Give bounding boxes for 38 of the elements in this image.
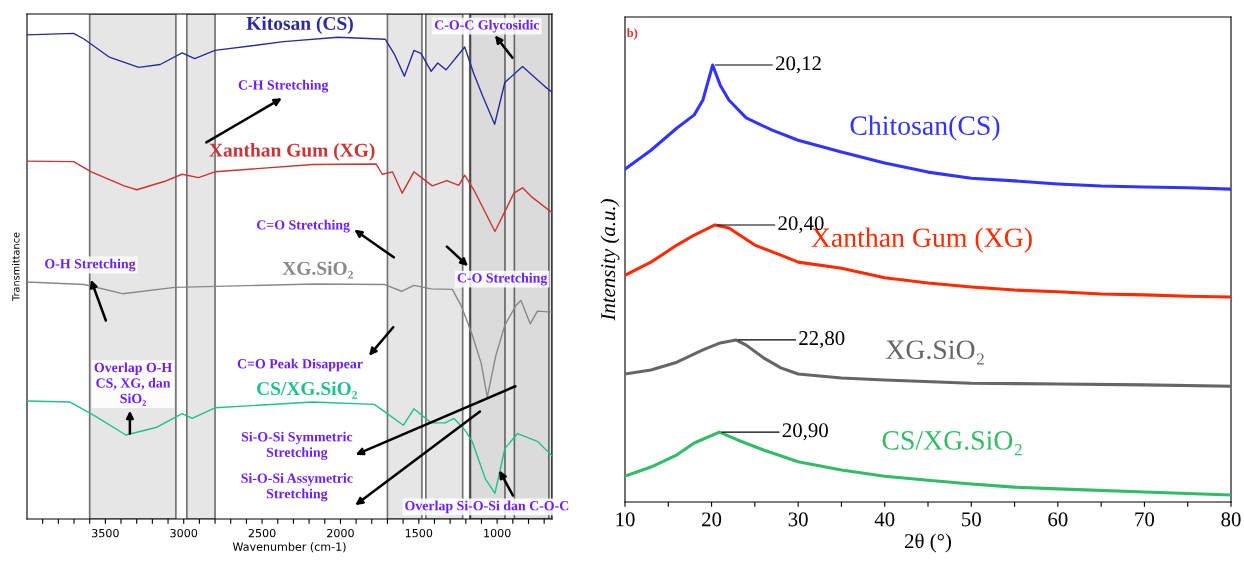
x-tick-label: 30: [788, 512, 808, 527]
y-axis-title: Transmittance: [12, 232, 20, 301]
x-tick-label: 3500: [92, 528, 119, 538]
x-tick-label: 2000: [327, 528, 354, 538]
x-tick-label: 10: [616, 512, 635, 527]
annotation: O-H Stretching: [45, 258, 136, 272]
annotation: C-O Stretching: [457, 272, 548, 286]
x-tick-label: 50: [962, 512, 981, 527]
series-label: Kitosan (CS): [246, 16, 353, 34]
annotation: 22,80: [799, 331, 845, 349]
series-label: Chitosan(CS): [850, 115, 1000, 141]
annotation: Si-O-Si Symmetric Stretching: [241, 431, 353, 460]
x-tick-label: 60: [1048, 512, 1068, 527]
series-label: CS/XG.SiO₂: [882, 431, 1022, 456]
annotation: Overlap Si-O-Si dan C-O-C: [405, 500, 569, 514]
x-tick-label: 3000: [170, 528, 198, 538]
x-tick-label: 70: [1135, 512, 1155, 527]
series-label: CS/XG.SiO₂: [257, 381, 358, 399]
x-tick-label: 20: [702, 512, 722, 527]
x-tick-label: 80: [1221, 512, 1241, 527]
y-axis-title: Intensity (a.u.): [600, 199, 620, 321]
series-label: XG.SiO₂: [282, 261, 353, 279]
annotation: 20,12: [776, 56, 821, 74]
x-tick-label: 2500: [248, 528, 276, 538]
annotation: Overlap O-H CS, XG, dan SiO₂: [94, 362, 172, 406]
annotation: C=O Peak Disappear: [237, 358, 363, 372]
x-axis-title: 2θ (°): [905, 533, 951, 553]
text: b): [626, 28, 638, 40]
x-tick-label: 40: [874, 512, 895, 527]
annotation: C-H Stretching: [238, 79, 329, 93]
annotation: Si-O-Si Assymetric Stretching: [241, 473, 353, 502]
annotation: C=O Stretching: [256, 219, 350, 233]
x-axis-title: Wavenumber (cm-1): [232, 542, 346, 553]
x-tick-label: 1500: [405, 528, 433, 538]
x-tick-label: 1000: [484, 528, 511, 538]
annotation: 20,90: [782, 423, 828, 441]
text: C-O-C Glycosidic: [434, 19, 540, 33]
series-label: XG.SiO₂: [885, 340, 984, 365]
